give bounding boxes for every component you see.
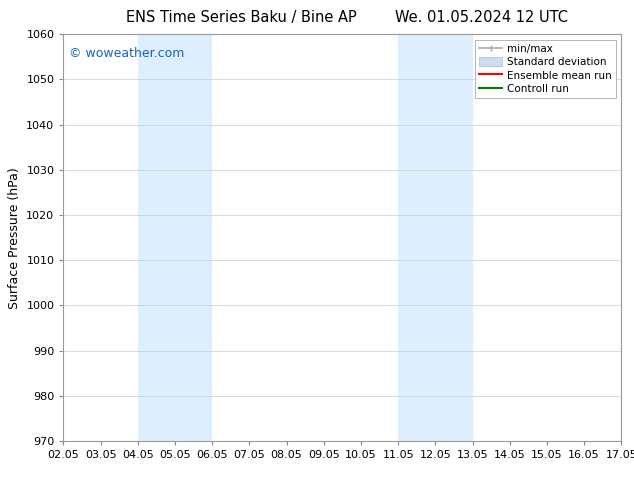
Bar: [398, 34, 472, 441]
Legend: min/max, Standard deviation, Ensemble mean run, Controll run: min/max, Standard deviation, Ensemble me…: [475, 40, 616, 98]
Text: © woweather.com: © woweather.com: [69, 47, 184, 59]
Bar: [138, 34, 212, 441]
Text: We. 01.05.2024 12 UTC: We. 01.05.2024 12 UTC: [396, 10, 568, 25]
Text: ENS Time Series Baku / Bine AP: ENS Time Series Baku / Bine AP: [126, 10, 356, 25]
Y-axis label: Surface Pressure (hPa): Surface Pressure (hPa): [8, 167, 21, 309]
